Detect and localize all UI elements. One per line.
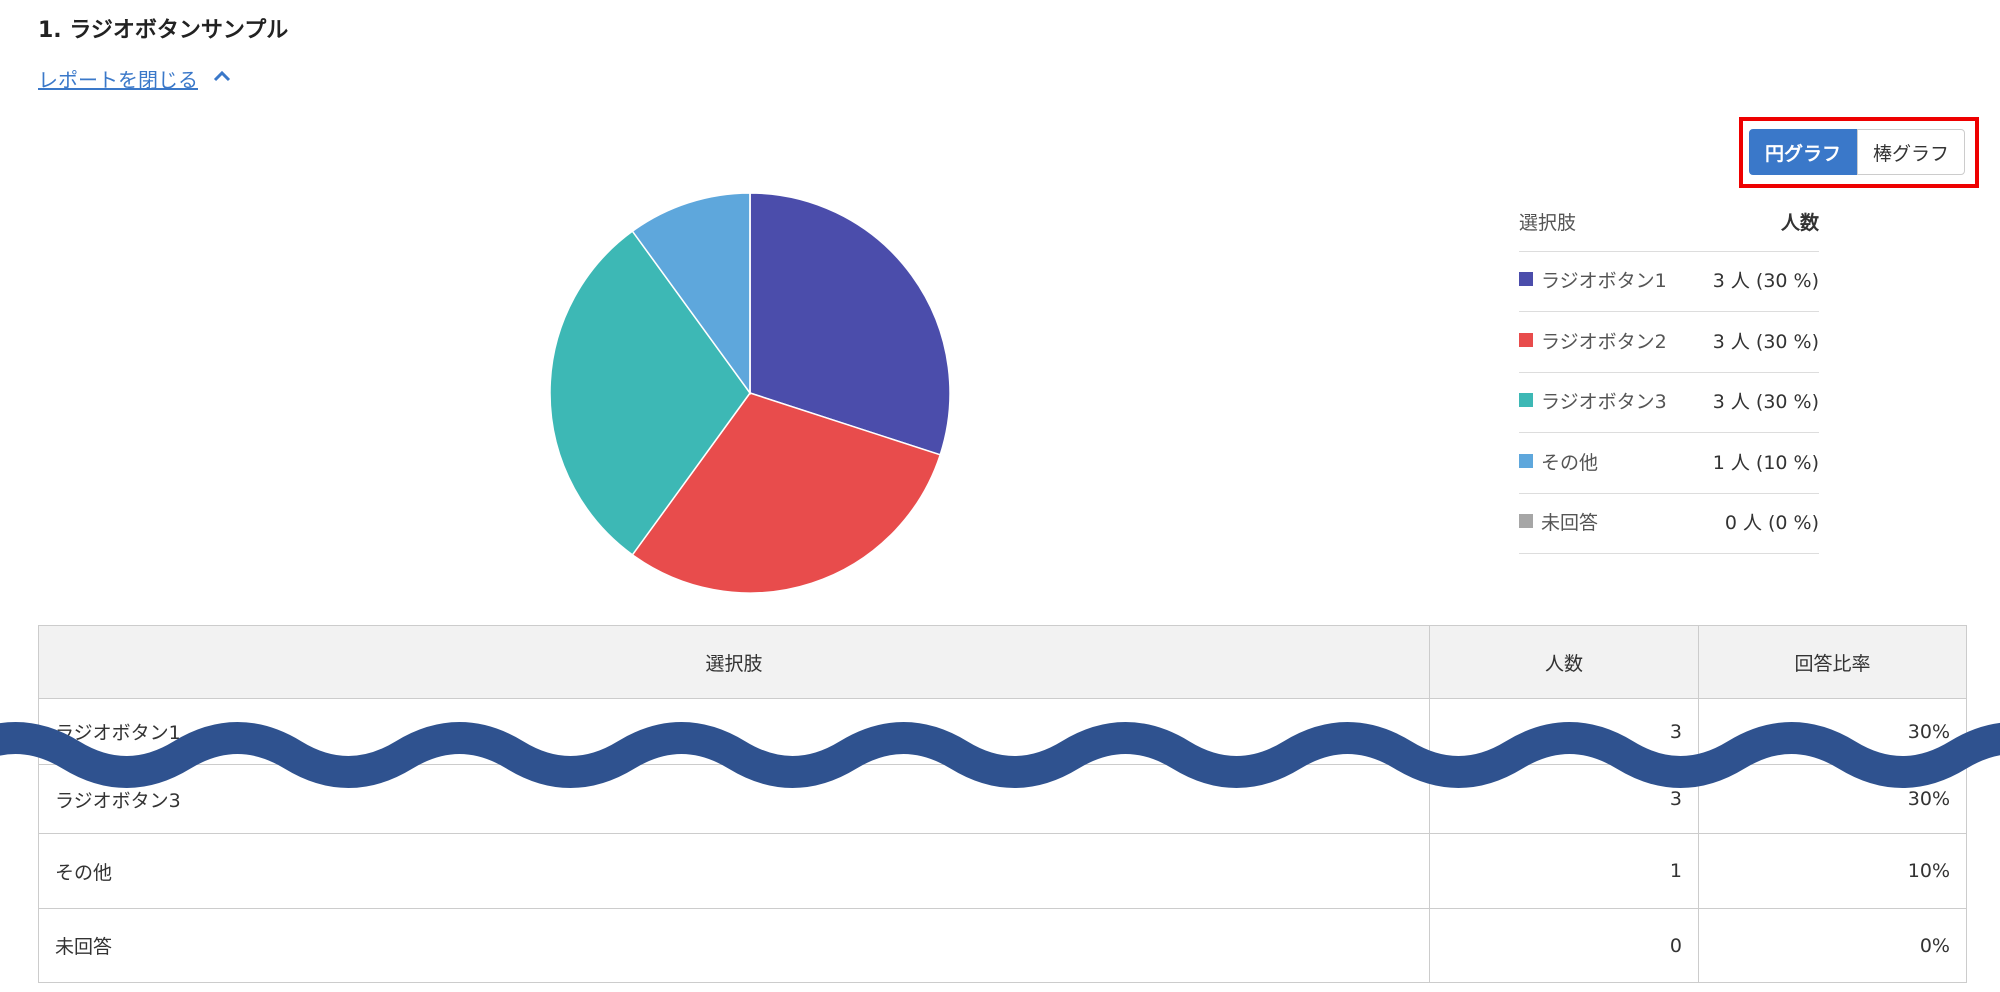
legend-swatch (1519, 272, 1533, 286)
legend-swatch (1519, 453, 1533, 468)
table-cell: 0% (1698, 908, 1967, 983)
legend-header-choice: 選択肢 (1519, 212, 1577, 234)
legend-value: 1 人 (10 %) (1712, 451, 1819, 474)
legend-label: ラジオボタン2 (1541, 330, 1667, 353)
legend-label: ラジオボタン1 (1541, 270, 1667, 292)
legend-label: ラジオボタン3 (1541, 391, 1667, 413)
omission-wave (0, 722, 2000, 788)
legend-swatch (1519, 332, 1533, 347)
pie-slice (549, 230, 751, 556)
legend-swatch (1519, 393, 1533, 407)
legend-divider (1519, 492, 1819, 494)
table-cell: 1 (1429, 833, 1699, 909)
close-report-link[interactable]: レポートを閉じる (38, 68, 198, 92)
legend-value: 3 人 (30 %) (1712, 270, 1819, 292)
pie-chart (549, 192, 951, 594)
table-header-cell: 人数 (1429, 625, 1699, 699)
pie-slice (631, 192, 751, 396)
legend-divider (1519, 251, 1819, 252)
legend-value: 0 人 (0 %) (1724, 512, 1819, 534)
bar-chart-button[interactable]: 棒グラフ (1857, 129, 1965, 175)
table-row: 未回答 0 0% (38, 908, 1967, 983)
table-cell: その他 (38, 833, 1430, 909)
legend-label: 未回答 (1541, 512, 1599, 534)
pie-chart-button[interactable]: 円グラフ (1749, 129, 1857, 175)
table-row: その他 1 10% (38, 833, 1967, 909)
legend-header-count: 人数 (1780, 212, 1819, 234)
legend-value: 3 人 (30 %) (1712, 391, 1819, 413)
highlight-box (1739, 117, 1979, 188)
table-cell: 0 (1429, 908, 1699, 983)
chevron-up-icon (213, 70, 231, 82)
legend-value: 3 人 (30 %) (1712, 330, 1819, 353)
pie-slice (631, 392, 942, 594)
legend-divider (1519, 432, 1819, 433)
table-cell: 10% (1698, 833, 1967, 909)
question-heading: 1. ラジオボタンサンプル (38, 18, 289, 43)
results-table: 選択肢 人数 回答比率 ラジオボタン1 3 30% ラジオボタン3 3 30% その他 1 10% 未回… (38, 625, 1967, 983)
table-header-cell: 回答比率 (1698, 625, 1967, 699)
table-header-cell: 選択肢 (38, 625, 1430, 699)
legend-swatch (1519, 514, 1533, 528)
table-header-row: 選択肢 人数 回答比率 (38, 625, 1967, 699)
legend-divider (1519, 311, 1819, 312)
legend-label: その他 (1541, 451, 1599, 474)
pie-slice (749, 192, 951, 456)
table-cell: 未回答 (38, 908, 1430, 983)
legend-divider (1519, 371, 1819, 373)
legend-divider (1519, 553, 1819, 554)
